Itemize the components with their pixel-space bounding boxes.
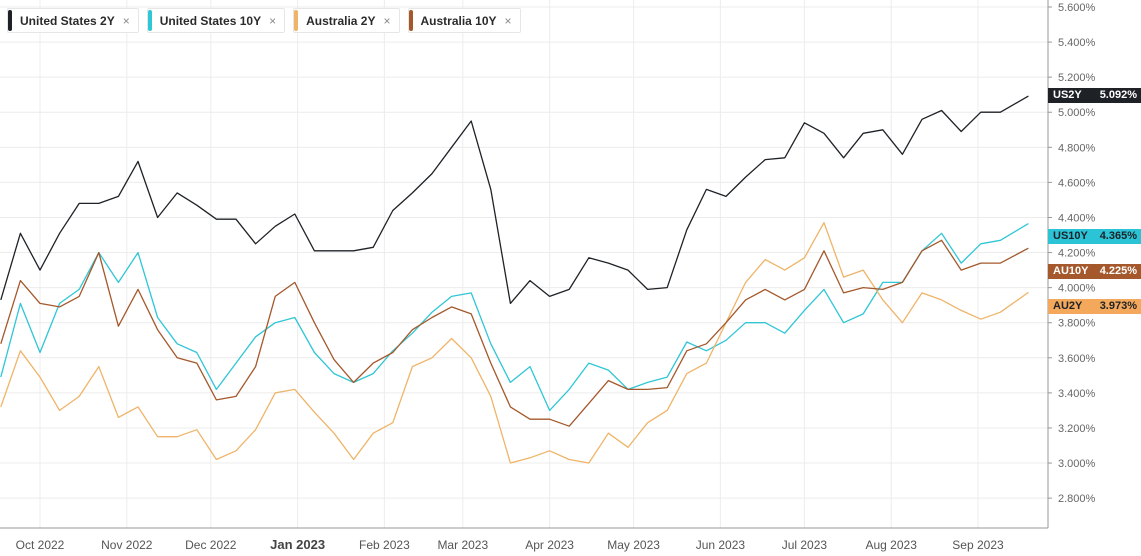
y-tick-label: 3.000% bbox=[1058, 458, 1096, 470]
badge-value: 5.092% bbox=[1099, 89, 1137, 101]
x-tick-label: Jan 2023 bbox=[270, 537, 325, 552]
x-tick-label: Mar 2023 bbox=[437, 538, 488, 552]
badge-code: US2Y bbox=[1053, 89, 1082, 101]
close-icon[interactable]: × bbox=[504, 13, 512, 28]
series-color-swatch bbox=[294, 10, 299, 31]
y-tick-label: 4.000% bbox=[1058, 283, 1096, 295]
last-value-badge-au10y: AU10Y 4.225% bbox=[1048, 264, 1141, 279]
x-tick-label: Sep 2023 bbox=[952, 538, 1004, 552]
x-axis-ticks: Oct 2022 Nov 2022 Dec 2022 Jan 2023 Feb 2023… bbox=[16, 537, 1004, 552]
badge-value: 4.225% bbox=[1099, 265, 1137, 277]
series-color-swatch bbox=[408, 10, 413, 31]
legend: United States 2Y × United States 10Y × A… bbox=[7, 8, 521, 33]
gridlines bbox=[0, 0, 1048, 528]
last-value-badge-us2y: US2Y 5.092% bbox=[1048, 88, 1141, 103]
y-tick-label: 4.800% bbox=[1058, 142, 1096, 154]
x-tick-label: Oct 2022 bbox=[16, 538, 65, 552]
y-tick-label: 5.200% bbox=[1058, 72, 1096, 84]
y-tick-label: 4.400% bbox=[1058, 212, 1096, 224]
x-tick-label: Dec 2022 bbox=[185, 538, 237, 552]
badge-value: 4.365% bbox=[1099, 230, 1137, 242]
badge-code: US10Y bbox=[1053, 230, 1088, 242]
legend-label: United States 10Y bbox=[159, 13, 262, 28]
legend-label: United States 2Y bbox=[20, 13, 115, 28]
legend-chip-us10y[interactable]: United States 10Y × bbox=[146, 8, 286, 33]
legend-label: Australia 2Y bbox=[306, 13, 376, 28]
y-tick-label: 3.800% bbox=[1058, 318, 1096, 330]
x-tick-label: Aug 2023 bbox=[866, 538, 918, 552]
badge-code: AU2Y bbox=[1053, 300, 1083, 312]
y-tick-label: 3.200% bbox=[1058, 423, 1096, 435]
y-tick-label: 5.400% bbox=[1058, 37, 1096, 49]
legend-chip-us2y[interactable]: United States 2Y × bbox=[7, 8, 139, 33]
last-value-badge-us10y: US10Y 4.365% bbox=[1048, 229, 1141, 244]
last-value-badge-au2y: AU2Y 3.973% bbox=[1048, 299, 1141, 314]
close-icon[interactable]: × bbox=[269, 13, 277, 28]
y-tick-label: 2.800% bbox=[1058, 493, 1096, 505]
series-line-united-states-10y bbox=[0, 223, 1029, 412]
x-tick-label: Nov 2022 bbox=[101, 538, 153, 552]
badge-code: AU10Y bbox=[1053, 265, 1089, 277]
series-color-swatch bbox=[147, 10, 152, 31]
series-color-swatch bbox=[8, 10, 12, 31]
legend-chip-au10y[interactable]: Australia 10Y × bbox=[407, 8, 521, 33]
close-icon[interactable]: × bbox=[122, 13, 130, 28]
badge-value: 3.973% bbox=[1099, 300, 1137, 312]
legend-chip-au2y[interactable]: Australia 2Y × bbox=[293, 8, 400, 33]
close-icon[interactable]: × bbox=[383, 13, 391, 28]
x-tick-label: Feb 2023 bbox=[359, 538, 410, 552]
x-tick-label: Jun 2023 bbox=[696, 538, 746, 552]
series-line-united-states-2y bbox=[0, 95, 1029, 305]
legend-label: Australia 10Y bbox=[420, 13, 497, 28]
y-axis-ticks: 5.600% 5.400% 5.200% 5.000% 4.800% 4.600% 4.40… bbox=[1048, 2, 1096, 505]
series-line-australia-10y bbox=[0, 239, 1029, 427]
y-tick-label: 4.600% bbox=[1058, 177, 1096, 189]
y-tick-label: 5.600% bbox=[1058, 2, 1096, 14]
x-tick-label: Jul 2023 bbox=[782, 538, 828, 552]
x-tick-label: Apr 2023 bbox=[525, 538, 574, 552]
y-tick-label: 5.000% bbox=[1058, 107, 1096, 119]
x-tick-label: May 2023 bbox=[607, 538, 660, 552]
series-line-australia-2y bbox=[0, 222, 1029, 464]
y-tick-label: 3.400% bbox=[1058, 388, 1096, 400]
y-tick-label: 4.200% bbox=[1058, 248, 1096, 260]
series-lines bbox=[0, 95, 1029, 464]
y-tick-label: 3.600% bbox=[1058, 353, 1096, 365]
